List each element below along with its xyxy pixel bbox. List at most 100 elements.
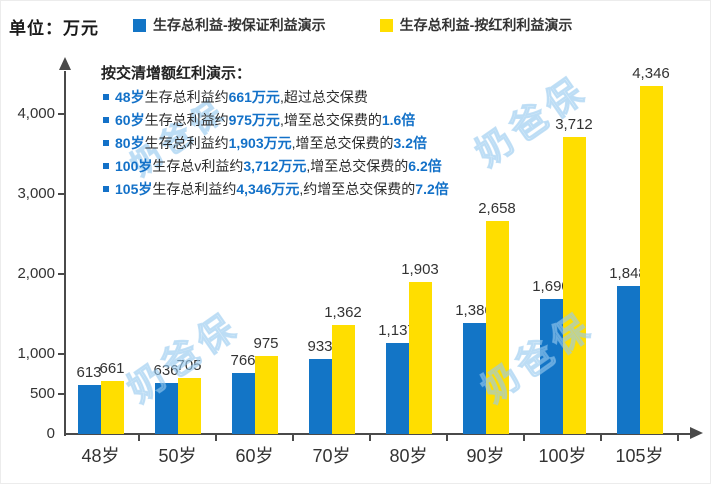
bar-value-label: 636 — [153, 362, 179, 379]
x-axis-tick — [369, 435, 371, 441]
y-axis-label: 4,000 — [17, 105, 55, 122]
x-axis-tick — [215, 435, 217, 441]
x-axis-category-label: 70岁 — [312, 446, 351, 466]
bar-value-label: 1,848 — [609, 265, 647, 282]
annotation-highlight: 60岁 — [115, 112, 145, 128]
x-axis-tick — [446, 435, 448, 441]
bar-value-label: 661 — [99, 360, 125, 377]
y-axis-tick — [58, 393, 64, 395]
y-axis-label: 1,000 — [17, 345, 55, 362]
annotation-highlight: 1,903万元 — [228, 135, 292, 151]
bar-value-label: 613 — [76, 364, 102, 381]
legend-item-dividend: 生存总利益-按红利利益演示 — [379, 15, 573, 35]
annotation-bullet: 48岁生存总利益约661万元,超过总交保费 — [101, 86, 449, 109]
annotation-highlight: 48岁 — [115, 89, 145, 105]
bar-guaranteed — [385, 343, 409, 434]
legend-label-guaranteed: 生存总利益-按保证利益演示 — [153, 17, 326, 33]
bar-dividend — [485, 221, 509, 434]
annotation-highlight: 100岁 — [115, 158, 153, 174]
y-axis-arrow-icon — [59, 57, 71, 70]
x-axis-category-label: 50岁 — [158, 446, 197, 466]
y-axis-tick — [58, 273, 64, 275]
bar-value-label: 933 — [307, 338, 333, 355]
bar-value-label: 1,362 — [324, 304, 362, 321]
annotation-text: 生存总利益约 — [152, 181, 237, 197]
legend-swatch-yellow-icon — [379, 18, 393, 32]
bar-guaranteed — [462, 323, 486, 434]
x-axis-tick — [677, 435, 679, 441]
bullet-square-icon — [103, 140, 109, 147]
bullet-square-icon — [103, 186, 109, 193]
bar-value-label: 975 — [253, 335, 279, 352]
bullet-square-icon — [103, 94, 109, 101]
annotation-text: 生存总利益约 — [144, 89, 229, 105]
annotation-bullet: 60岁生存总利益约975万元,增至总交保费的1.6倍 — [101, 109, 449, 132]
x-axis-category-label: 80岁 — [389, 446, 428, 466]
unit-label: 单位：万元 — [9, 19, 99, 38]
annotation-text: ,增至总交保费的 — [279, 112, 382, 128]
annotation-text: ,超过总交保费 — [279, 89, 368, 105]
bar-value-label: 1,903 — [401, 261, 439, 278]
bar-value-label: 705 — [176, 357, 202, 374]
annotation-highlight: 6.2倍 — [408, 158, 442, 174]
bar-guaranteed — [616, 286, 640, 434]
bar-guaranteed — [77, 385, 101, 434]
annotation-text: ,增至总交保费的 — [306, 158, 409, 174]
annotation-highlight: 3,712万元 — [243, 158, 307, 174]
bar-dividend — [639, 86, 663, 434]
bar-value-label: 4,346 — [632, 65, 670, 82]
x-axis-category-label: 90岁 — [466, 446, 505, 466]
annotation-bullet: 105岁生存总利益约4,346万元,约增至总交保费的7.2倍 — [101, 178, 449, 201]
bar-dividend — [177, 378, 201, 434]
y-axis-label: 0 — [46, 425, 55, 442]
bullet-square-icon — [103, 117, 109, 124]
bar-value-label: 1,690 — [532, 278, 570, 295]
y-axis-label: 500 — [29, 385, 55, 402]
bar-value-label: 2,658 — [478, 200, 516, 217]
bar-value-label: 1,137 — [378, 322, 416, 339]
x-axis-category-label: 100岁 — [538, 446, 587, 466]
annotation-title: 按交清增额红利演示： — [101, 65, 252, 82]
bar-dividend — [562, 137, 586, 434]
annotation-bullet: 100岁生存总v利益约3,712万元,增至总交保费的6.2倍 — [101, 155, 449, 178]
annotation-text: 生存总利益约 — [144, 135, 229, 151]
x-axis-tick — [523, 435, 525, 441]
bar-value-label: 766 — [230, 352, 256, 369]
annotation-highlight: 4,346万元 — [236, 181, 300, 197]
y-axis — [64, 71, 66, 436]
bar-guaranteed — [231, 373, 255, 434]
x-axis-tick — [138, 435, 140, 441]
annotation-highlight: 80岁 — [115, 135, 145, 151]
bar-guaranteed — [154, 383, 178, 434]
x-axis-category-label: 105岁 — [615, 446, 664, 466]
annotation-highlight: 661万元 — [228, 89, 280, 105]
y-axis-label: 2,000 — [17, 265, 55, 282]
y-axis-label: 3,000 — [17, 185, 55, 202]
bar-guaranteed — [539, 299, 563, 434]
chart-legend: 生存总利益-按保证利益演示 生存总利益-按红利利益演示 — [133, 15, 572, 35]
annotation-highlight: 975万元 — [228, 112, 280, 128]
bar-value-label: 1,386 — [455, 302, 493, 319]
bar-dividend — [331, 325, 355, 434]
bar-guaranteed — [308, 359, 332, 434]
x-axis-tick — [292, 435, 294, 441]
y-axis-tick — [58, 353, 64, 355]
x-axis-arrow-icon — [690, 427, 703, 439]
annotation-highlight: 105岁 — [115, 181, 153, 197]
bar-dividend — [254, 356, 278, 434]
annotation-text: 生存总利益约 — [144, 112, 229, 128]
legend-item-guaranteed: 生存总利益-按保证利益演示 — [133, 15, 326, 35]
annotation-text: ,增至总交保费的 — [291, 135, 394, 151]
x-axis — [64, 433, 690, 435]
annotation-highlight: 3.2倍 — [393, 135, 427, 151]
bar-dividend — [100, 381, 124, 434]
legend-label-dividend: 生存总利益-按红利利益演示 — [399, 17, 573, 33]
annotation-highlight: 1.6倍 — [381, 112, 416, 128]
x-axis-category-label: 48岁 — [81, 446, 120, 466]
x-axis-tick — [600, 435, 602, 441]
annotation-highlight: 7.2倍 — [415, 181, 449, 197]
x-axis-category-label: 60岁 — [235, 446, 274, 466]
annotation-bullets: 48岁生存总利益约661万元,超过总交保费 60岁生存总利益约975万元,增至总交… — [101, 86, 449, 201]
annotation-text: 生存总v利益约 — [152, 158, 244, 174]
